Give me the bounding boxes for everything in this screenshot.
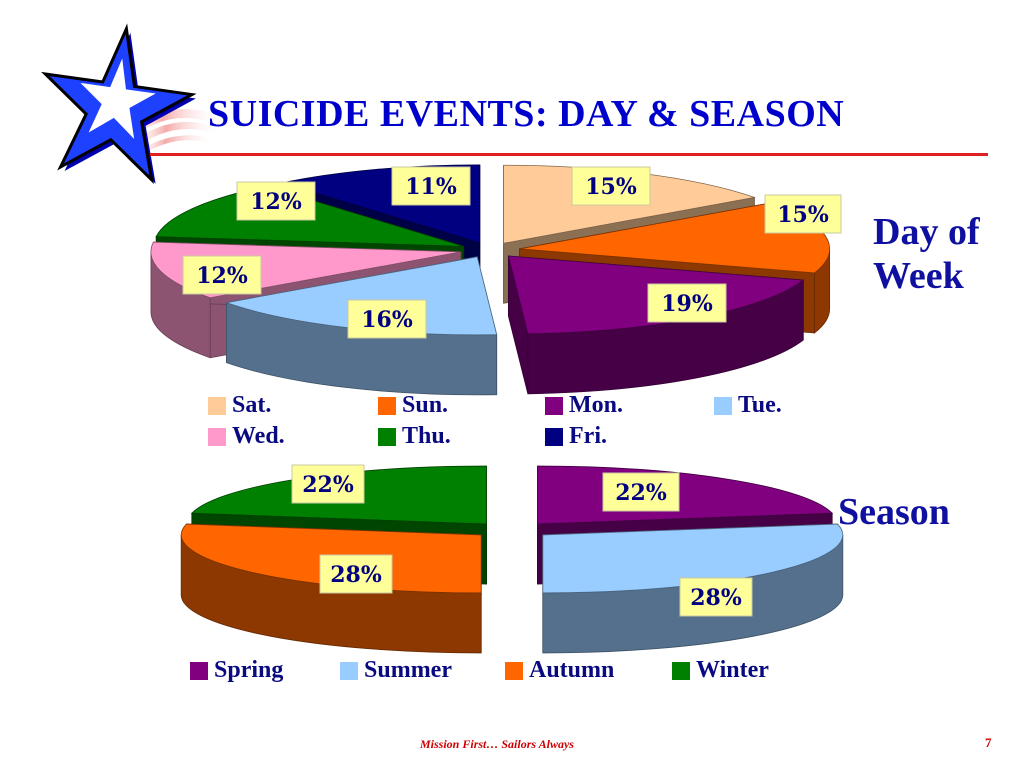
legend-item-summer: Summer [340, 657, 452, 684]
legend-swatch-spring [190, 661, 208, 680]
data-label-mon: 19% [647, 283, 727, 323]
legend-label-tue: Tue. [738, 392, 782, 418]
svg-text:15%: 15% [777, 202, 829, 228]
data-label-autumn: 28% [319, 554, 393, 594]
legend-swatch-thu [378, 427, 396, 446]
legend-label-wed: Wed. [232, 423, 285, 449]
footer-motto: Mission First… Sailors Always [420, 737, 574, 751]
data-label-winter: 22% [291, 464, 365, 504]
legend-item-autumn: Autumn [505, 657, 614, 684]
legend-item-sat: Sat. [208, 392, 271, 419]
data-label-tue: 16% [347, 299, 427, 339]
legend-item-spring: Spring [190, 657, 283, 684]
data-label-thu: 12% [236, 181, 316, 221]
data-label-spring: 22% [602, 472, 680, 512]
svg-text:28%: 28% [330, 562, 382, 588]
legend-swatch-fri [545, 427, 563, 446]
legend-label-summer: Summer [364, 657, 452, 683]
legend-swatch-summer [340, 661, 358, 680]
svg-text:28%: 28% [690, 585, 742, 611]
legend-label-winter: Winter [696, 657, 769, 683]
legend-item-mon: Mon. [545, 392, 623, 419]
legend-item-tue: Tue. [714, 392, 782, 419]
svg-text:12%: 12% [250, 189, 302, 215]
svg-text:22%: 22% [302, 472, 354, 498]
season-label: Season [838, 491, 950, 533]
legend-swatch-tue [714, 396, 732, 415]
day-of-week-pie: 15% 15% 19% 16% 12% 12% 11% [150, 164, 842, 396]
legend-label-spring: Spring [214, 657, 284, 683]
svg-text:16%: 16% [361, 307, 413, 333]
svg-text:22%: 22% [615, 480, 667, 506]
legend-swatch-winter [672, 661, 690, 680]
day-of-week-label: Day of Week [873, 211, 980, 297]
legend-item-fri: Fri. [545, 423, 607, 450]
legend-item-thu: Thu. [378, 423, 451, 450]
legend-label-sat: Sat. [232, 392, 272, 418]
data-label-sat: 15% [571, 166, 651, 206]
legend-label-autumn: Autumn [529, 657, 615, 683]
page-number: 7 [985, 735, 992, 750]
legend-swatch-mon [545, 396, 563, 415]
legend-label-fri: Fri. [569, 423, 607, 449]
pie-slice-mon [507, 255, 805, 395]
legend-item-sun: Sun. [378, 392, 448, 419]
data-label-sun: 15% [764, 194, 842, 234]
title-divider [150, 153, 988, 156]
slide-title: SUICIDE EVENTS: DAY & SEASON [208, 93, 845, 135]
season-pie: 22% 28% 28% 22% [180, 464, 844, 654]
legend-swatch-wed [208, 427, 226, 446]
data-label-summer: 28% [679, 577, 753, 617]
legend-label-mon: Mon. [569, 392, 623, 418]
legend-label-thu: Thu. [402, 423, 451, 449]
legend-swatch-sat [208, 396, 226, 415]
legend-item-wed: Wed. [208, 423, 285, 450]
legend-swatch-autumn [505, 661, 523, 680]
data-label-fri: 11% [391, 166, 471, 206]
navy-star-logo-icon [41, 23, 222, 185]
legend-swatch-sun [378, 396, 396, 415]
svg-text:11%: 11% [405, 174, 457, 200]
legend-label-sun: Sun. [402, 392, 449, 418]
svg-text:12%: 12% [196, 263, 248, 289]
legend-item-winter: Winter [672, 657, 769, 684]
svg-text:15%: 15% [585, 174, 637, 200]
svg-text:19%: 19% [661, 291, 713, 317]
data-label-wed: 12% [182, 255, 262, 295]
